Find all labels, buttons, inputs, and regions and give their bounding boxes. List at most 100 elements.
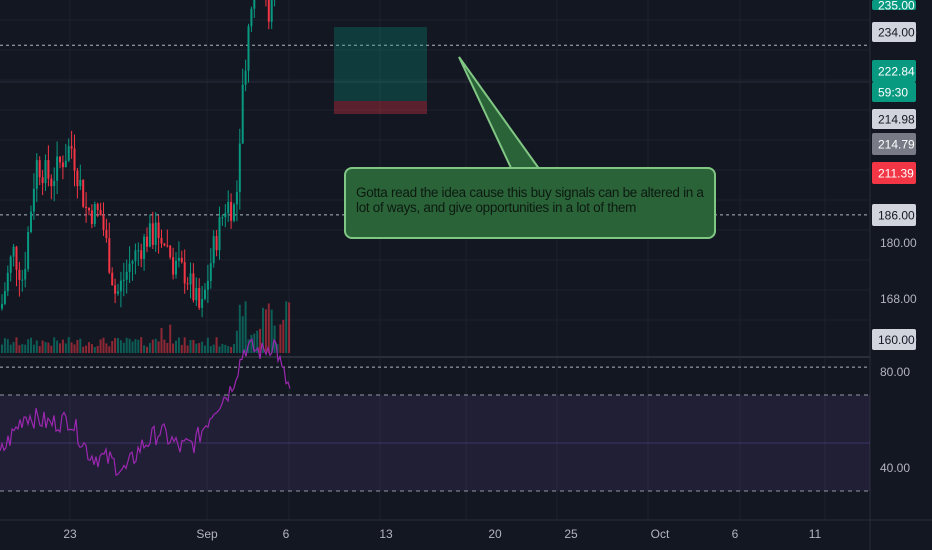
candle-body-86 <box>250 8 253 27</box>
rsi-line-path <box>0 337 291 476</box>
volume-bar-97 <box>282 319 285 353</box>
price-tag-bg-0 <box>872 0 916 10</box>
time-axis[interactable]: 23 Sep 6 13 20 25 Oct 6 11 <box>63 527 821 541</box>
volume-bar-41 <box>119 340 122 353</box>
candle-body-63 <box>183 262 186 284</box>
volume-bar-23 <box>67 337 70 353</box>
position-loss-zone <box>334 101 427 114</box>
price-tag-bg-8 <box>872 329 916 350</box>
volume-bar-10 <box>30 337 32 353</box>
volume-bar-21 <box>61 339 64 353</box>
price-axis[interactable]: 234.00 214.98 186.00 180.00 168.00 160.00 80.0… <box>872 0 917 475</box>
candle-body-23 <box>67 146 70 161</box>
volume-bar-70 <box>204 345 206 353</box>
candle-body-76 <box>221 217 224 219</box>
candle-body-74 <box>215 236 218 251</box>
candle-body-49 <box>143 236 146 259</box>
candle-body-72 <box>209 263 212 281</box>
volume-bar-66 <box>192 339 195 353</box>
volume-bar-38 <box>111 340 114 353</box>
volume-bar-0 <box>1 344 3 353</box>
rsi-y-tick-0: 80.00 <box>880 365 910 379</box>
candle-body-31 <box>90 210 93 225</box>
candle-body-13 <box>38 160 41 178</box>
candle-body-16 <box>47 160 50 179</box>
candle-body-50 <box>146 236 148 247</box>
volume-bar-32 <box>93 346 96 353</box>
price-tag-level-4: 214.98 <box>878 113 915 127</box>
candle-body-58 <box>169 245 172 258</box>
candle-body-8 <box>24 269 27 280</box>
candle-body-79 <box>230 201 233 221</box>
volume-bar-91 <box>264 309 267 353</box>
volume-bar-65 <box>189 339 192 353</box>
volume-bar-45 <box>131 341 134 353</box>
volume-bar-20 <box>59 343 61 353</box>
candle-body-9 <box>27 231 30 270</box>
price-tag-countdown-3: 59:30 <box>878 86 908 100</box>
position-profit-zone <box>334 27 427 101</box>
candle-body-69 <box>201 298 204 308</box>
price-tag-bg-2 <box>872 60 916 82</box>
volume-bar-81 <box>235 330 238 353</box>
annotation-callout[interactable]: Gotta read the idea cause this buy signa… <box>344 167 716 239</box>
volume-bar-28 <box>82 346 85 353</box>
volume-bar-84 <box>244 301 247 353</box>
candle-body-33 <box>96 203 99 210</box>
candle-body-14 <box>41 177 44 184</box>
candle-body-26 <box>76 170 79 187</box>
candle-body-12 <box>35 160 38 189</box>
volume-bar-71 <box>206 337 209 353</box>
volume-bar-15 <box>44 342 47 353</box>
volume-bar-2 <box>6 339 9 353</box>
volume-bar-79 <box>230 346 233 353</box>
volume-bar-99 <box>288 302 291 353</box>
candle-body-80 <box>233 204 235 221</box>
candle-body-38 <box>111 272 114 286</box>
volume-bar-95 <box>276 344 279 353</box>
volume-bar-49 <box>143 345 146 353</box>
volume-bar-98 <box>285 301 288 353</box>
candle-body-85 <box>247 26 250 71</box>
candle-body-87 <box>253 0 256 9</box>
candle-body-77 <box>224 213 227 218</box>
candle-body-83 <box>241 84 244 144</box>
volume-bar-43 <box>125 337 128 353</box>
volume-bar-94 <box>273 325 276 353</box>
price-tag-bg-5 <box>872 133 916 155</box>
price-tag-top-0: 235.00 <box>878 0 915 13</box>
volume-bar-5 <box>15 337 18 353</box>
candle-body-55 <box>160 237 163 244</box>
candle-body-24 <box>70 146 73 149</box>
volume-bar-87 <box>253 333 256 353</box>
volume-bar-56 <box>163 339 166 353</box>
volume-bar-68 <box>198 343 201 353</box>
candle-body-43 <box>125 271 128 280</box>
volume-bar-19 <box>56 340 59 353</box>
volume-bar-64 <box>186 345 189 353</box>
x-tick-3: 13 <box>379 527 393 541</box>
long-position-box[interactable] <box>334 27 427 114</box>
volume-bar-25 <box>73 344 76 353</box>
x-tick-8: 11 <box>809 527 822 541</box>
volume-bar-72 <box>209 346 212 353</box>
candle-body-52 <box>151 223 154 245</box>
volume-bar-36 <box>105 343 108 353</box>
candle-body-28 <box>82 179 85 207</box>
volume-bar-3 <box>9 344 12 353</box>
y-tick-3: 180.00 <box>880 236 917 250</box>
candle-body-78 <box>227 201 230 214</box>
candle-body-36 <box>105 229 108 239</box>
volume-bar-62 <box>180 344 183 353</box>
candle-body-81 <box>235 192 238 205</box>
volume-bar-33 <box>96 345 99 353</box>
volume-bar-67 <box>195 343 198 353</box>
price-tag-level-1: 234.00 <box>878 26 915 40</box>
volume-bar-30 <box>88 342 90 353</box>
candle-body-92 <box>267 0 270 22</box>
volume-bar-8 <box>24 344 27 353</box>
y-tick-4: 168.00 <box>880 292 917 306</box>
volume-bar-93 <box>270 309 273 353</box>
